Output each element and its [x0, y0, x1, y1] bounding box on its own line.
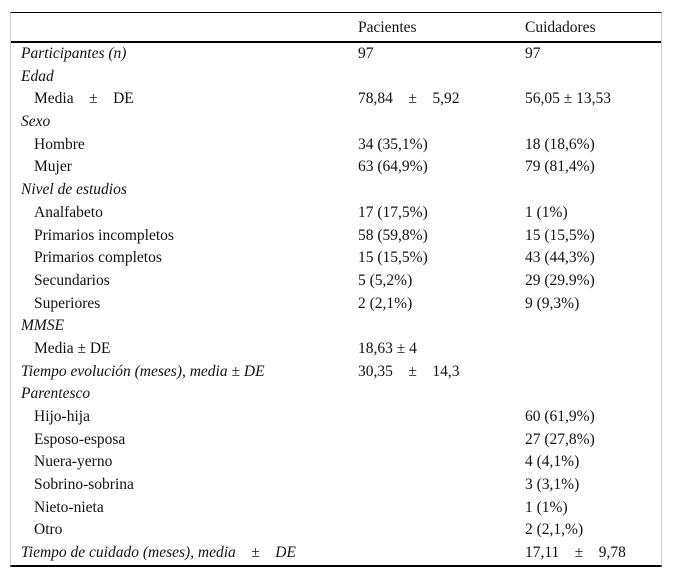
cuidadores-value: 17,11 ± 9,78	[525, 544, 626, 562]
demographics-table: Pacientes Cuidadores Participantes (n) 9…	[10, 12, 662, 567]
row-label: Nivel de estudios	[21, 181, 127, 199]
table-row: Nuera-yerno 4 (4,1%)	[11, 451, 661, 474]
row-label: Media ± DE	[34, 90, 134, 108]
pacientes-value: 18,63 ± 4	[358, 339, 417, 357]
table-row: Media ± DE 18,63 ± 4	[11, 338, 661, 361]
cuidadores-value	[525, 383, 661, 406]
pacientes-value: 63 (64,9%)	[358, 158, 428, 176]
table-row: Tiempo evolución (meses), media ± DE 30,…	[11, 361, 661, 384]
pacientes-value: 15 (15,5%)	[358, 249, 428, 267]
cuidadores-value: 27 (27,8%)	[525, 430, 595, 448]
table-row: Nivel de estudios	[11, 179, 661, 202]
pacientes-value	[358, 474, 525, 497]
pacientes-value	[358, 179, 525, 202]
row-label: MMSE	[21, 317, 65, 335]
table-row: Edad	[11, 66, 661, 89]
cuidadores-value: 2 (2,1,%)	[525, 521, 584, 539]
row-label: Nieto-nieta	[34, 498, 104, 516]
pacientes-value	[358, 383, 525, 406]
table-row: Mujer 63 (64,9%) 79 (81,4%)	[11, 156, 661, 179]
row-label: Analfabeto	[34, 203, 103, 221]
pacientes-value: 30,35 ± 14,3	[358, 362, 460, 380]
cuidadores-value: 1 (1%)	[525, 498, 568, 516]
cuidadores-value: 9 (9,3%)	[525, 294, 580, 312]
pacientes-value	[358, 429, 525, 452]
pacientes-value	[358, 519, 525, 542]
table-row: MMSE	[11, 315, 661, 338]
cuidadores-value: 56,05 ± 13,53	[525, 90, 612, 108]
cuidadores-value: 1 (1%)	[525, 203, 568, 221]
table-row: Sobrino-sobrina 3 (3,1%)	[11, 474, 661, 497]
table-row: Sexo	[11, 111, 661, 134]
cuidadores-value	[525, 179, 661, 202]
cuidadores-value: 15 (15,5%)	[525, 226, 595, 244]
cuidadores-value	[525, 338, 661, 361]
pacientes-value: 2 (2,1%)	[358, 294, 413, 312]
table-row: Tiempo de cuidado (meses), media ± DE 17…	[11, 542, 661, 565]
row-label: Participantes (n)	[21, 45, 127, 62]
table-row: Hijo-hija 60 (61,9%)	[11, 406, 661, 429]
table-row: Hombre 34 (35,1%) 18 (18,6%)	[11, 134, 661, 157]
row-label: Hijo-hija	[34, 408, 90, 425]
row-label: Mujer	[34, 158, 72, 176]
row-label: Secundarios	[34, 271, 110, 289]
pacientes-value	[358, 406, 525, 429]
table-row: Nieto-nieta 1 (1%)	[11, 497, 661, 520]
cuidadores-value	[525, 66, 661, 89]
table-row: Analfabeto 17 (17,5%) 1 (1%)	[11, 202, 661, 225]
table-header-row: Pacientes Cuidadores	[11, 13, 661, 43]
cuidadores-value: 18 (18,6%)	[525, 135, 595, 153]
table-row: Parentesco	[11, 383, 661, 406]
cuidadores-value: 97	[525, 45, 541, 62]
pacientes-value: 97	[358, 45, 374, 62]
row-label: Nuera-yerno	[34, 453, 113, 471]
table-row: Primarios incompletos 58 (59,8%) 15 (15,…	[11, 225, 661, 248]
row-label: Primarios incompletos	[34, 226, 174, 244]
table-row: Secundarios 5 (5,2%) 29 (29.9%)	[11, 270, 661, 293]
cuidadores-value: 4 (4,1%)	[525, 453, 580, 471]
table-row: Superiores 2 (2,1%) 9 (9,3%)	[11, 293, 661, 316]
table-body: Participantes (n) 97 97 Edad Media ± DE …	[11, 43, 661, 565]
row-label: Edad	[21, 67, 54, 85]
pacientes-value	[358, 66, 525, 89]
row-label: Superiores	[34, 294, 101, 312]
header-pacientes: Pacientes	[358, 19, 417, 36]
pacientes-value: 34 (35,1%)	[358, 135, 428, 153]
cuidadores-value: 43 (44,3%)	[525, 249, 595, 267]
row-label: Otro	[34, 521, 63, 539]
table-row: Participantes (n) 97 97	[11, 43, 661, 66]
pacientes-value	[358, 497, 525, 520]
pacientes-value	[358, 315, 525, 338]
table-row: Primarios completos 15 (15,5%) 43 (44,3%…	[11, 247, 661, 270]
pacientes-value	[358, 111, 525, 134]
row-label: Primarios completos	[34, 249, 162, 267]
row-label: Tiempo evolución (meses), media ± DE	[21, 362, 265, 380]
cuidadores-value: 79 (81,4%)	[525, 158, 595, 176]
row-label: Hombre	[34, 135, 85, 153]
pacientes-value: 78,84 ± 5,92	[358, 90, 460, 108]
pacientes-value: 5 (5,2%)	[358, 271, 413, 289]
cuidadores-value: 60 (61,9%)	[525, 408, 595, 425]
row-label: Esposo-esposa	[34, 430, 126, 448]
cuidadores-value	[525, 361, 661, 384]
pacientes-value	[358, 451, 525, 474]
row-label: Sobrino-sobrina	[34, 476, 134, 494]
table-row: Otro 2 (2,1,%)	[11, 519, 661, 542]
table-row: Esposo-esposa 27 (27,8%)	[11, 429, 661, 452]
cuidadores-value: 3 (3,1%)	[525, 476, 580, 494]
pacientes-value	[358, 542, 525, 565]
row-label: Parentesco	[21, 385, 91, 403]
pacientes-value: 58 (59,8%)	[358, 226, 428, 244]
cuidadores-value: 29 (29.9%)	[525, 271, 595, 289]
table-row: Media ± DE 78,84 ± 5,92 56,05 ± 13,53	[11, 88, 661, 111]
row-label: Tiempo de cuidado (meses), media ± DE	[21, 544, 296, 562]
header-cuidadores: Cuidadores	[525, 19, 596, 36]
cuidadores-value	[525, 315, 661, 338]
header-empty-cell	[21, 13, 358, 41]
row-label: Sexo	[21, 113, 51, 131]
pacientes-value: 17 (17,5%)	[358, 203, 428, 221]
cuidadores-value	[525, 111, 661, 134]
row-label: Media ± DE	[34, 339, 111, 357]
